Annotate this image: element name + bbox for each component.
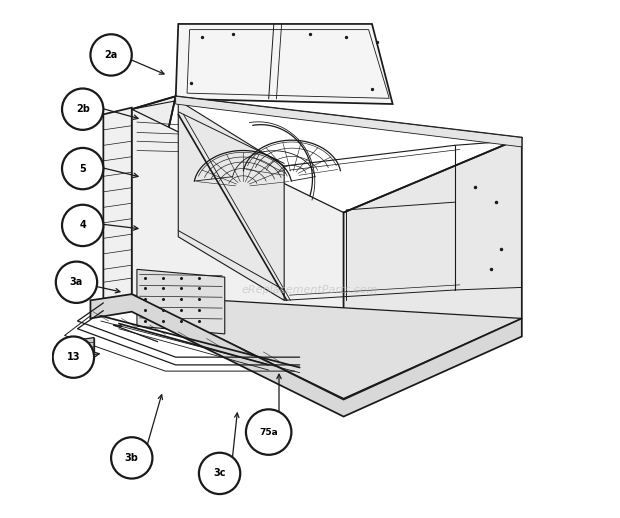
Polygon shape (175, 96, 522, 147)
Text: eReplacementParts.com: eReplacementParts.com (242, 285, 378, 295)
Polygon shape (91, 294, 522, 416)
Circle shape (246, 409, 291, 455)
Polygon shape (104, 108, 132, 300)
Polygon shape (343, 138, 522, 398)
Circle shape (62, 89, 104, 130)
Text: 2a: 2a (105, 50, 118, 60)
Circle shape (111, 437, 153, 479)
Text: 13: 13 (66, 352, 80, 362)
Circle shape (56, 262, 97, 303)
Text: 3c: 3c (213, 468, 226, 479)
Circle shape (199, 453, 241, 494)
Text: 2b: 2b (76, 104, 90, 114)
Text: 3b: 3b (125, 453, 139, 463)
Text: 5: 5 (79, 164, 86, 174)
Text: 3a: 3a (70, 277, 83, 287)
Polygon shape (84, 338, 94, 354)
Text: 75a: 75a (259, 427, 278, 437)
Circle shape (53, 337, 94, 378)
Polygon shape (132, 295, 522, 398)
Polygon shape (132, 109, 343, 398)
Circle shape (91, 34, 132, 76)
Polygon shape (132, 96, 175, 295)
Text: 4: 4 (79, 221, 86, 231)
Polygon shape (175, 24, 392, 104)
Circle shape (62, 148, 104, 189)
Polygon shape (137, 269, 225, 334)
Polygon shape (179, 100, 284, 300)
Circle shape (62, 205, 104, 246)
